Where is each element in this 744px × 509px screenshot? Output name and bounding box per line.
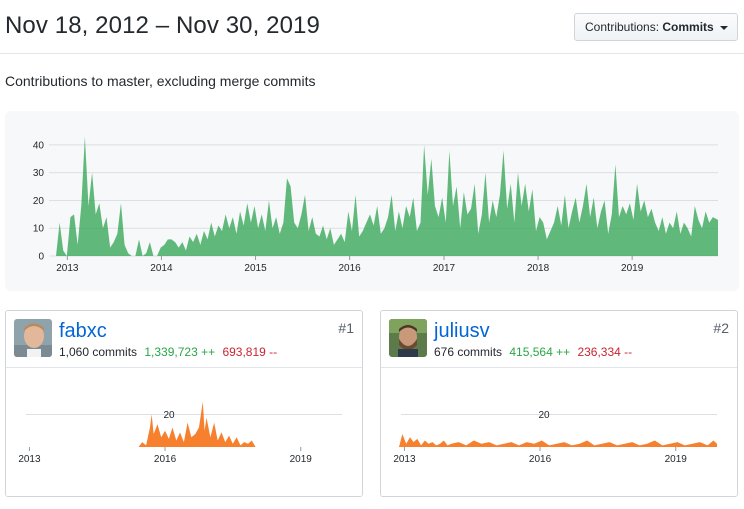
y-tick-label: 20 [163,410,175,421]
avatar[interactable] [14,319,52,357]
contributor-chart: 20 2013 2016 2019 [381,367,737,496]
dropdown-label: Contributions: [585,20,660,34]
avatar-icon [389,319,427,357]
contributor-card-1: fabxc 1,060 commits 1,339,723 ++ 693,819… [5,310,363,497]
series-area [56,136,718,256]
x-tick-label: 2013 [393,454,416,465]
additions-count: 415,564 ++ [509,345,571,359]
contributor-stats: 1,060 commits 1,339,723 ++ 693,819 -- [59,345,277,359]
x-tick-label: 2014 [150,263,173,274]
avatar[interactable] [389,319,427,357]
x-tick-label: 2019 [665,454,688,465]
avatar-icon [14,319,52,357]
contributor-username-link[interactable]: juliusv [434,320,490,342]
contributor-username-link[interactable]: fabxc [59,320,107,342]
dropdown-value: Commits [662,20,714,34]
page-header: Nov 18, 2012 – Nov 30, 2019 Contribution… [0,0,744,54]
x-tick-label: 2016 [338,263,361,274]
contributor-chart-svg: 20 2013 2016 2019 [393,410,717,465]
y-tick-label: 20 [33,196,45,207]
series-area [24,401,342,447]
x-tick-label: 2016 [529,454,552,465]
main-chart-svg: 0 10 20 30 40 2013 2014 2015 2016 2017 2018 2019 [33,136,718,274]
contributor-stats: 676 commits 415,564 ++ 236,334 -- [434,345,632,359]
commit-count: 676 commits [434,345,503,359]
contributor-chart-svg: 20 2013 2016 2019 [18,401,342,465]
contributor-chart: 20 2013 2016 2019 [6,367,362,496]
x-tick-label: 2017 [433,263,456,274]
deletions-count: 693,819 -- [222,345,278,359]
y-tick-label: 10 [33,224,45,235]
x-tick-label: 2016 [154,454,177,465]
main-contributions-chart: 0 10 20 30 40 2013 2014 2015 2016 2017 2018 2019 [5,111,739,291]
date-range-title: Nov 18, 2012 – Nov 30, 2019 [5,12,320,39]
commit-count: 1,060 commits [59,345,138,359]
y-tick-label: 0 [38,252,44,263]
x-tick-label: 2013 [18,454,41,465]
x-tick-label: 2018 [527,263,550,274]
x-tick-label: 2019 [290,454,313,465]
contributions-dropdown[interactable]: Contributions: Commits [574,13,738,41]
deletions-count: 236,334 -- [577,345,633,359]
x-tick-label: 2013 [56,263,79,274]
series-area [399,434,717,447]
contributions-subtitle: Contributions to master, excluding merge… [5,73,316,89]
contributor-rank: #2 [713,320,729,336]
x-tick-label: 2019 [621,263,644,274]
contributor-rank: #1 [338,320,354,336]
caret-down-icon [720,25,729,30]
x-tick-label: 2015 [244,263,267,274]
contributor-card-2: juliusv 676 commits 415,564 ++ 236,334 -… [380,310,738,497]
additions-count: 1,339,723 ++ [144,345,216,359]
y-tick-label: 40 [33,140,45,151]
y-tick-label: 20 [538,410,550,421]
y-tick-label: 30 [33,168,45,179]
